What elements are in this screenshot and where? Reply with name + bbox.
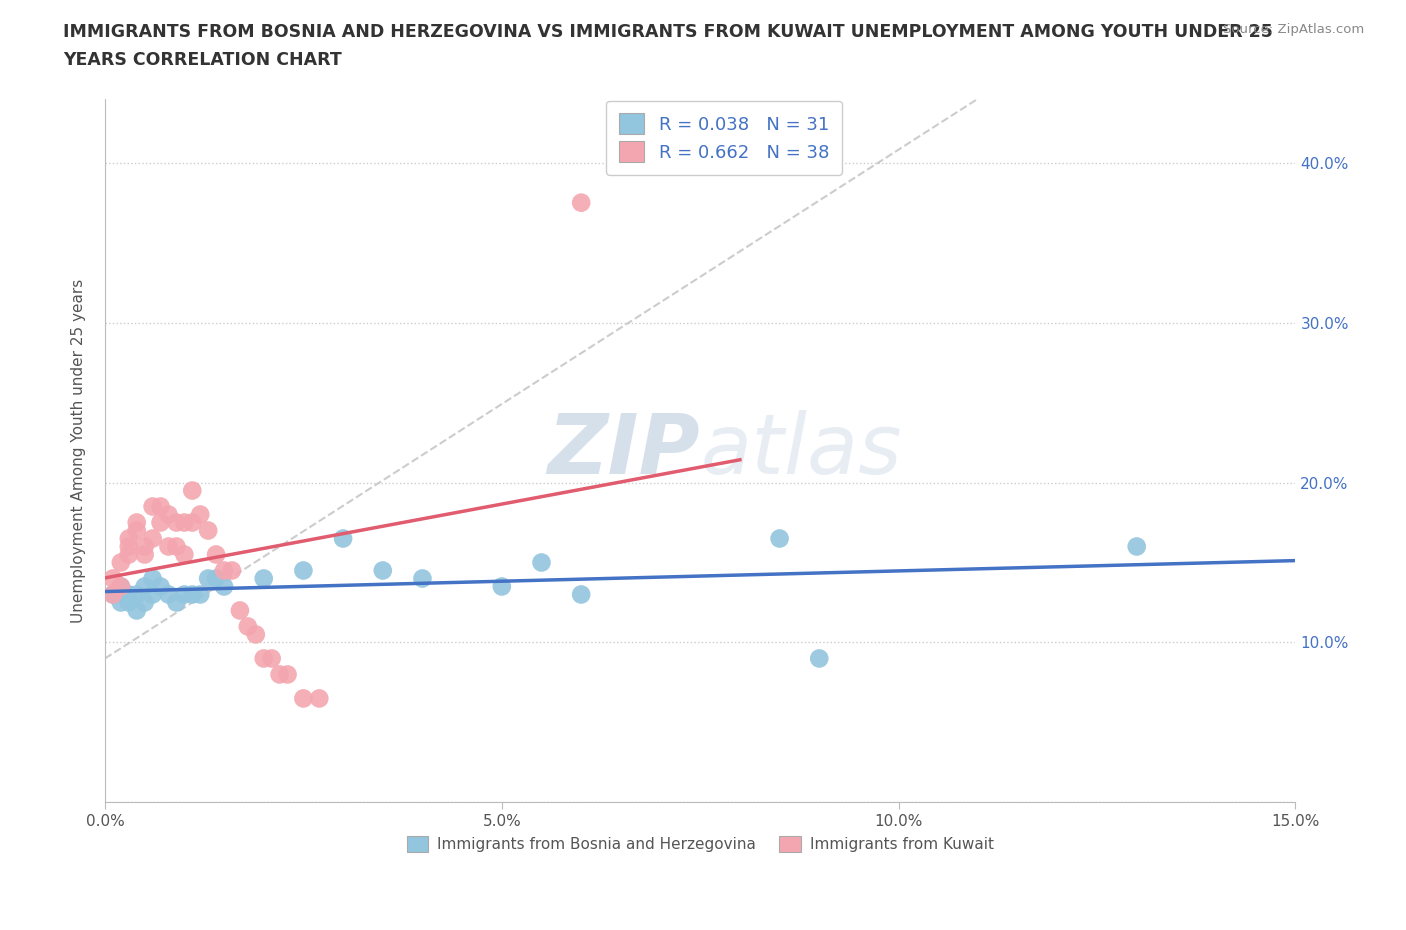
Text: atlas: atlas <box>700 410 901 491</box>
Point <box>181 515 204 530</box>
Point <box>181 587 204 602</box>
Point <box>260 651 283 666</box>
Point <box>142 587 165 602</box>
Point <box>149 499 172 514</box>
Point <box>173 515 195 530</box>
Point <box>212 563 235 578</box>
Text: Source: ZipAtlas.com: Source: ZipAtlas.com <box>1223 23 1364 36</box>
Point <box>142 571 165 586</box>
Point <box>205 547 228 562</box>
Point <box>229 603 252 618</box>
Point <box>269 667 291 682</box>
Y-axis label: Unemployment Among Youth under 25 years: Unemployment Among Youth under 25 years <box>72 278 86 623</box>
Point <box>149 579 172 594</box>
Point <box>101 587 124 602</box>
Point <box>530 555 553 570</box>
Point <box>188 587 211 602</box>
Point <box>197 523 219 538</box>
Point <box>134 579 156 594</box>
Point <box>157 587 180 602</box>
Point <box>292 691 315 706</box>
Point <box>332 531 354 546</box>
Point <box>157 539 180 554</box>
Point <box>118 595 141 610</box>
Point <box>118 539 141 554</box>
Point <box>149 515 172 530</box>
Point <box>181 483 204 498</box>
Point <box>253 571 276 586</box>
Point <box>125 523 148 538</box>
Point <box>125 587 148 602</box>
Point <box>308 691 330 706</box>
Legend: Immigrants from Bosnia and Herzegovina, Immigrants from Kuwait: Immigrants from Bosnia and Herzegovina, … <box>401 830 1000 858</box>
Point <box>165 515 187 530</box>
Point <box>491 579 513 594</box>
Point <box>173 547 195 562</box>
Point <box>110 595 132 610</box>
Point <box>125 515 148 530</box>
Point <box>221 563 243 578</box>
Point <box>101 571 124 586</box>
Point <box>110 555 132 570</box>
Point <box>134 547 156 562</box>
Point <box>173 587 195 602</box>
Point <box>118 587 141 602</box>
Point <box>142 531 165 546</box>
Point <box>125 603 148 618</box>
Point <box>197 571 219 586</box>
Point <box>134 595 156 610</box>
Point <box>157 507 180 522</box>
Point <box>212 579 235 594</box>
Text: IMMIGRANTS FROM BOSNIA AND HERZEGOVINA VS IMMIGRANTS FROM KUWAIT UNEMPLOYMENT AM: IMMIGRANTS FROM BOSNIA AND HERZEGOVINA V… <box>63 23 1274 41</box>
Point <box>110 579 132 594</box>
Point <box>411 571 433 586</box>
Point <box>101 587 124 602</box>
Text: ZIP: ZIP <box>547 410 700 491</box>
Point <box>165 595 187 610</box>
Point <box>1125 539 1147 554</box>
Point <box>142 499 165 514</box>
Point <box>134 539 156 554</box>
Point <box>768 531 790 546</box>
Point <box>118 547 141 562</box>
Point <box>569 195 592 210</box>
Point <box>110 579 132 594</box>
Point <box>371 563 394 578</box>
Point <box>188 507 211 522</box>
Point <box>569 587 592 602</box>
Point <box>118 531 141 546</box>
Point <box>808 651 831 666</box>
Point <box>165 539 187 554</box>
Text: YEARS CORRELATION CHART: YEARS CORRELATION CHART <box>63 51 342 69</box>
Point <box>205 571 228 586</box>
Point <box>245 627 267 642</box>
Point <box>292 563 315 578</box>
Point <box>277 667 299 682</box>
Point <box>253 651 276 666</box>
Point <box>236 619 259 634</box>
